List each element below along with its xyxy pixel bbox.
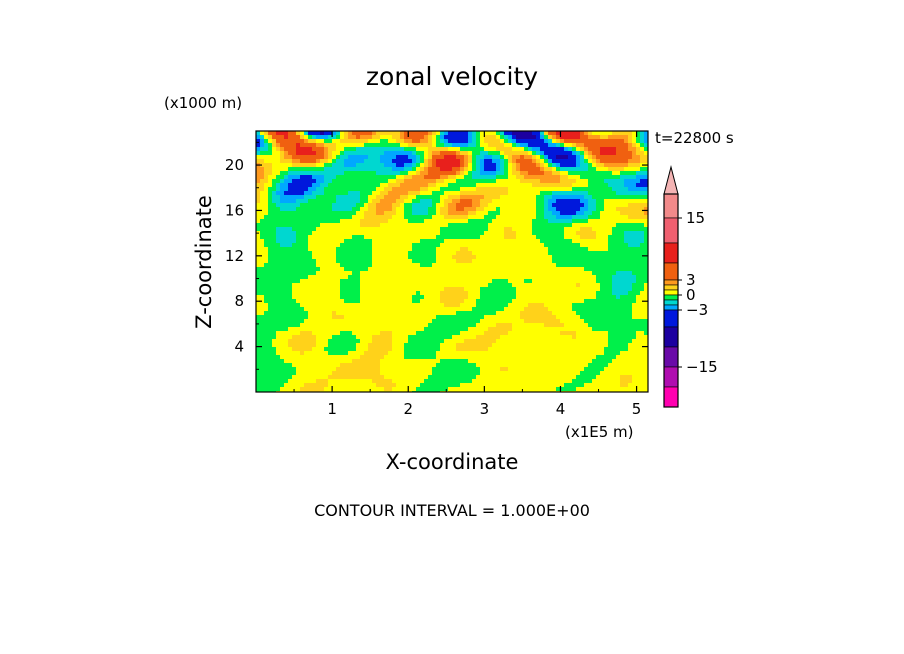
y-tick-label: 20 (225, 156, 244, 174)
colorbar-band (663, 299, 679, 306)
colorbar-band (663, 262, 679, 281)
chart-title: zonal velocity (366, 62, 538, 91)
x-tick-label: 2 (403, 400, 413, 418)
colorbar-band (663, 217, 679, 244)
colorbar-band (663, 304, 679, 311)
colorbar-label: 15 (686, 209, 705, 227)
colorbar-band (663, 284, 679, 291)
colorbar-band (663, 242, 679, 264)
y-axis-label: Z-coordinate (192, 195, 216, 329)
x-tick-label: 4 (556, 400, 566, 418)
contour-fill (256, 131, 648, 392)
x-tick-label: 3 (480, 400, 490, 418)
y-tick-label: 12 (225, 247, 244, 265)
y-unit-label: (x1000 m) (164, 94, 242, 112)
x-axis-label: X-coordinate (386, 450, 519, 474)
y-tick-label: 16 (225, 201, 244, 219)
colorbar-frame (663, 193, 679, 408)
colorbar-label: 3 (686, 271, 696, 289)
x-axis: 1 2 3 4 5 (293, 131, 642, 418)
colorbar-band (663, 386, 679, 408)
colorbar: 15 30−3 −15 (663, 165, 718, 408)
colorbar-band (663, 326, 679, 348)
time-label: t=22800 s (655, 129, 734, 147)
x-tick-label: 5 (632, 400, 642, 418)
colorbar-band (663, 193, 679, 219)
colorbar-band (663, 366, 679, 388)
plot-frame (255, 130, 649, 393)
contour-interval-footer: CONTOUR INTERVAL = 1.000E+00 (314, 501, 590, 520)
colorbar-band (663, 294, 679, 301)
colorbar-band (663, 279, 679, 286)
colorbar-band-arrow (663, 165, 679, 195)
colorbar-label: −3 (686, 301, 708, 319)
colorbar-band (663, 289, 679, 296)
colorbar-band (663, 309, 679, 328)
y-tick-label: 8 (234, 292, 244, 310)
x-unit-label: (x1E5 m) (565, 423, 634, 441)
colorbar-label: 0 (686, 286, 696, 304)
x-tick-label: 1 (327, 400, 337, 418)
colorbar-label: −15 (686, 358, 718, 376)
contour-plot-area (255, 130, 649, 393)
y-axis: 4 8 12 16 20 (225, 141, 648, 370)
colorbar-band (663, 346, 679, 368)
y-tick-label: 4 (234, 338, 244, 356)
